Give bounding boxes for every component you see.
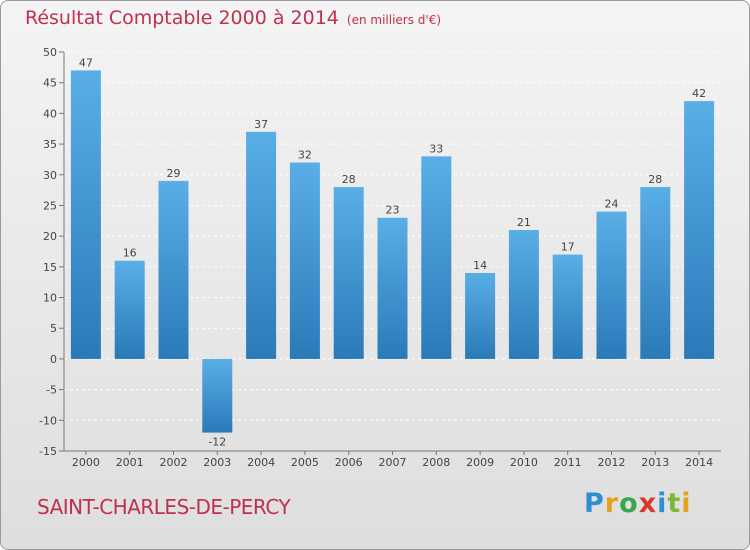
x-tick-label: 2007: [379, 456, 407, 469]
x-tick-label: 2000: [72, 456, 100, 469]
bars: 47 16 29 -12 37 32 28 23 33 14 21 17 24 28 42: [70, 56, 715, 449]
y-tick-label: -5: [46, 384, 57, 397]
x-tick-label: 2001: [116, 456, 144, 469]
bar: [377, 217, 408, 359]
x-tick-label: 2005: [291, 456, 319, 469]
chart-title: Résultat Comptable 2000 à 2014 (en millie…: [25, 7, 441, 29]
data-label: 42: [692, 87, 706, 100]
x-tick-label: 2013: [641, 456, 669, 469]
x-tick-label: 2010: [510, 456, 538, 469]
data-label: 24: [605, 198, 619, 211]
x-tick-label: 2006: [335, 456, 363, 469]
data-label: 28: [342, 173, 356, 186]
data-label: 29: [167, 167, 181, 180]
data-label: 17: [561, 241, 575, 254]
bar: [596, 211, 627, 359]
y-tick-label: 45: [43, 77, 57, 90]
data-label: 23: [386, 204, 400, 217]
y-tick-label: 0: [50, 353, 57, 366]
x-tick-label: 2009: [466, 456, 494, 469]
bar: [202, 358, 233, 433]
x-tick-label: 2004: [247, 456, 275, 469]
y-tick-label: 15: [43, 261, 57, 274]
x-tick-label: 2003: [203, 456, 231, 469]
bar: [289, 162, 320, 359]
bar: [552, 254, 583, 359]
x-tick-label: 2002: [160, 456, 188, 469]
y-tick-label: 40: [43, 107, 57, 120]
chart-unit: (en milliers d'€): [346, 13, 442, 27]
x-tick-label: 2008: [422, 456, 450, 469]
data-label: 47: [79, 56, 93, 69]
data-label: 37: [254, 118, 268, 131]
data-label: 21: [517, 216, 531, 229]
bar: [684, 101, 715, 359]
bar: [114, 260, 145, 359]
y-tick-label: 50: [43, 46, 57, 59]
axes: -15 -10 -5 0 5 10 15 20 25 30 35 40 45 50 2000 2001 2002…: [39, 46, 721, 469]
data-label: 14: [473, 259, 487, 272]
data-label: 32: [298, 148, 312, 161]
data-label: 33: [429, 142, 443, 155]
y-tick-label: 5: [50, 322, 57, 335]
y-tick-label: -15: [39, 445, 57, 458]
x-tick-label: 2014: [685, 456, 713, 469]
data-label: 28: [648, 173, 662, 186]
bar: [421, 156, 452, 359]
data-label: 16: [123, 247, 137, 260]
chart-title-text: Résultat Comptable 2000 à 2014: [25, 7, 339, 29]
x-tick-label: 2011: [554, 456, 582, 469]
bar: [333, 187, 364, 359]
proxiti-logo: Proxiti: [584, 488, 692, 519]
y-tick-label: 10: [43, 292, 57, 305]
commune-name: SAINT-CHARLES-DE-PERCY: [37, 495, 291, 519]
y-tick-label: -10: [39, 414, 57, 427]
bar: [465, 272, 496, 359]
x-tick-label: 2012: [598, 456, 626, 469]
bar: [246, 131, 277, 359]
data-label: -12: [208, 436, 226, 449]
y-tick-label: 35: [43, 138, 57, 151]
bar: [158, 180, 189, 359]
y-tick-label: 20: [43, 230, 57, 243]
bar: [508, 230, 539, 359]
bar: [70, 70, 101, 359]
y-tick-label: 25: [43, 199, 57, 212]
bar: [640, 187, 671, 359]
y-tick-label: 30: [43, 169, 57, 182]
